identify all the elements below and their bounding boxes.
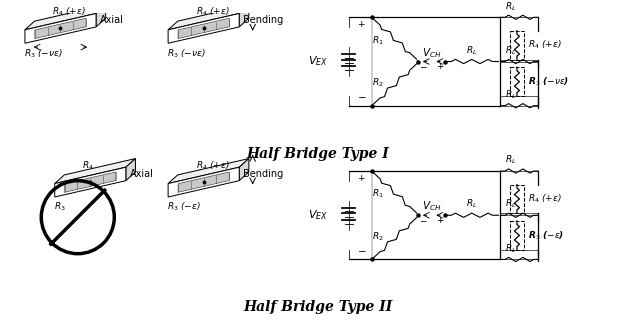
Polygon shape xyxy=(25,5,106,30)
Text: R$_4$ (+$\varepsilon$): R$_4$ (+$\varepsilon$) xyxy=(529,193,562,205)
Text: R$_3$ ($-\varepsilon$): R$_3$ ($-\varepsilon$) xyxy=(167,201,201,213)
Text: R$_L$: R$_L$ xyxy=(505,154,517,166)
Polygon shape xyxy=(55,167,126,197)
Text: $V_{CH}$: $V_{CH}$ xyxy=(422,200,441,213)
Text: Bending: Bending xyxy=(243,169,283,179)
Text: −: − xyxy=(419,216,426,225)
Polygon shape xyxy=(55,159,136,184)
Text: +: + xyxy=(436,216,444,225)
Text: R$_4$: R$_4$ xyxy=(82,159,94,172)
Text: −: − xyxy=(357,93,366,103)
Polygon shape xyxy=(240,159,249,181)
Polygon shape xyxy=(178,18,229,38)
Text: R$_2$: R$_2$ xyxy=(371,76,383,89)
Text: Axial: Axial xyxy=(130,169,154,179)
Polygon shape xyxy=(168,5,249,30)
Text: R$_3$ ($-\varepsilon$): R$_3$ ($-\varepsilon$) xyxy=(529,229,564,242)
Text: R$_4$ (+$\varepsilon$): R$_4$ (+$\varepsilon$) xyxy=(196,6,229,18)
Text: +: + xyxy=(357,174,365,183)
Polygon shape xyxy=(35,18,86,38)
Text: R$_4$ (+$\varepsilon$): R$_4$ (+$\varepsilon$) xyxy=(52,6,86,18)
Text: R$_L$: R$_L$ xyxy=(505,88,517,101)
Text: R$_2$: R$_2$ xyxy=(371,230,383,243)
Text: Half Bridge Type I: Half Bridge Type I xyxy=(247,147,389,161)
Text: R$_4$ (+$\varepsilon$): R$_4$ (+$\varepsilon$) xyxy=(529,39,562,52)
Text: R$_L$: R$_L$ xyxy=(505,198,517,211)
Text: R$_3$ ($-\nu\varepsilon$): R$_3$ ($-\nu\varepsilon$) xyxy=(167,47,206,60)
Text: R$_4$ (+$\varepsilon$): R$_4$ (+$\varepsilon$) xyxy=(196,159,229,172)
Text: R$_L$: R$_L$ xyxy=(505,44,517,57)
Polygon shape xyxy=(168,167,240,197)
Text: R$_1$: R$_1$ xyxy=(371,188,383,200)
Text: Bending: Bending xyxy=(243,15,283,25)
Text: Half Bridge Type II: Half Bridge Type II xyxy=(243,300,392,314)
Text: R$_3$ ($-\nu\varepsilon$): R$_3$ ($-\nu\varepsilon$) xyxy=(24,47,63,60)
Polygon shape xyxy=(178,172,229,192)
Polygon shape xyxy=(65,172,116,192)
Text: −: − xyxy=(357,247,366,257)
Text: R$_1$: R$_1$ xyxy=(371,34,383,47)
Polygon shape xyxy=(25,13,96,43)
Text: R$_L$: R$_L$ xyxy=(466,44,478,57)
Polygon shape xyxy=(126,159,136,181)
Text: R$_3$ ($-\nu\varepsilon$): R$_3$ ($-\nu\varepsilon$) xyxy=(529,76,569,88)
Text: R$_L$: R$_L$ xyxy=(466,198,478,211)
Text: −: − xyxy=(419,62,426,71)
Text: +: + xyxy=(436,62,444,71)
Text: R$_L$: R$_L$ xyxy=(505,242,517,255)
Polygon shape xyxy=(168,159,249,184)
Polygon shape xyxy=(168,13,240,43)
Polygon shape xyxy=(240,5,249,27)
Text: R$_L$: R$_L$ xyxy=(505,0,517,12)
Text: $V_{EX}$: $V_{EX}$ xyxy=(308,55,327,68)
Text: $V_{EX}$: $V_{EX}$ xyxy=(308,208,327,222)
Polygon shape xyxy=(96,5,106,27)
Text: R$_3$: R$_3$ xyxy=(54,201,66,213)
Text: Axial: Axial xyxy=(100,15,124,25)
Text: +: + xyxy=(357,20,365,29)
Text: $V_{CH}$: $V_{CH}$ xyxy=(422,46,441,60)
